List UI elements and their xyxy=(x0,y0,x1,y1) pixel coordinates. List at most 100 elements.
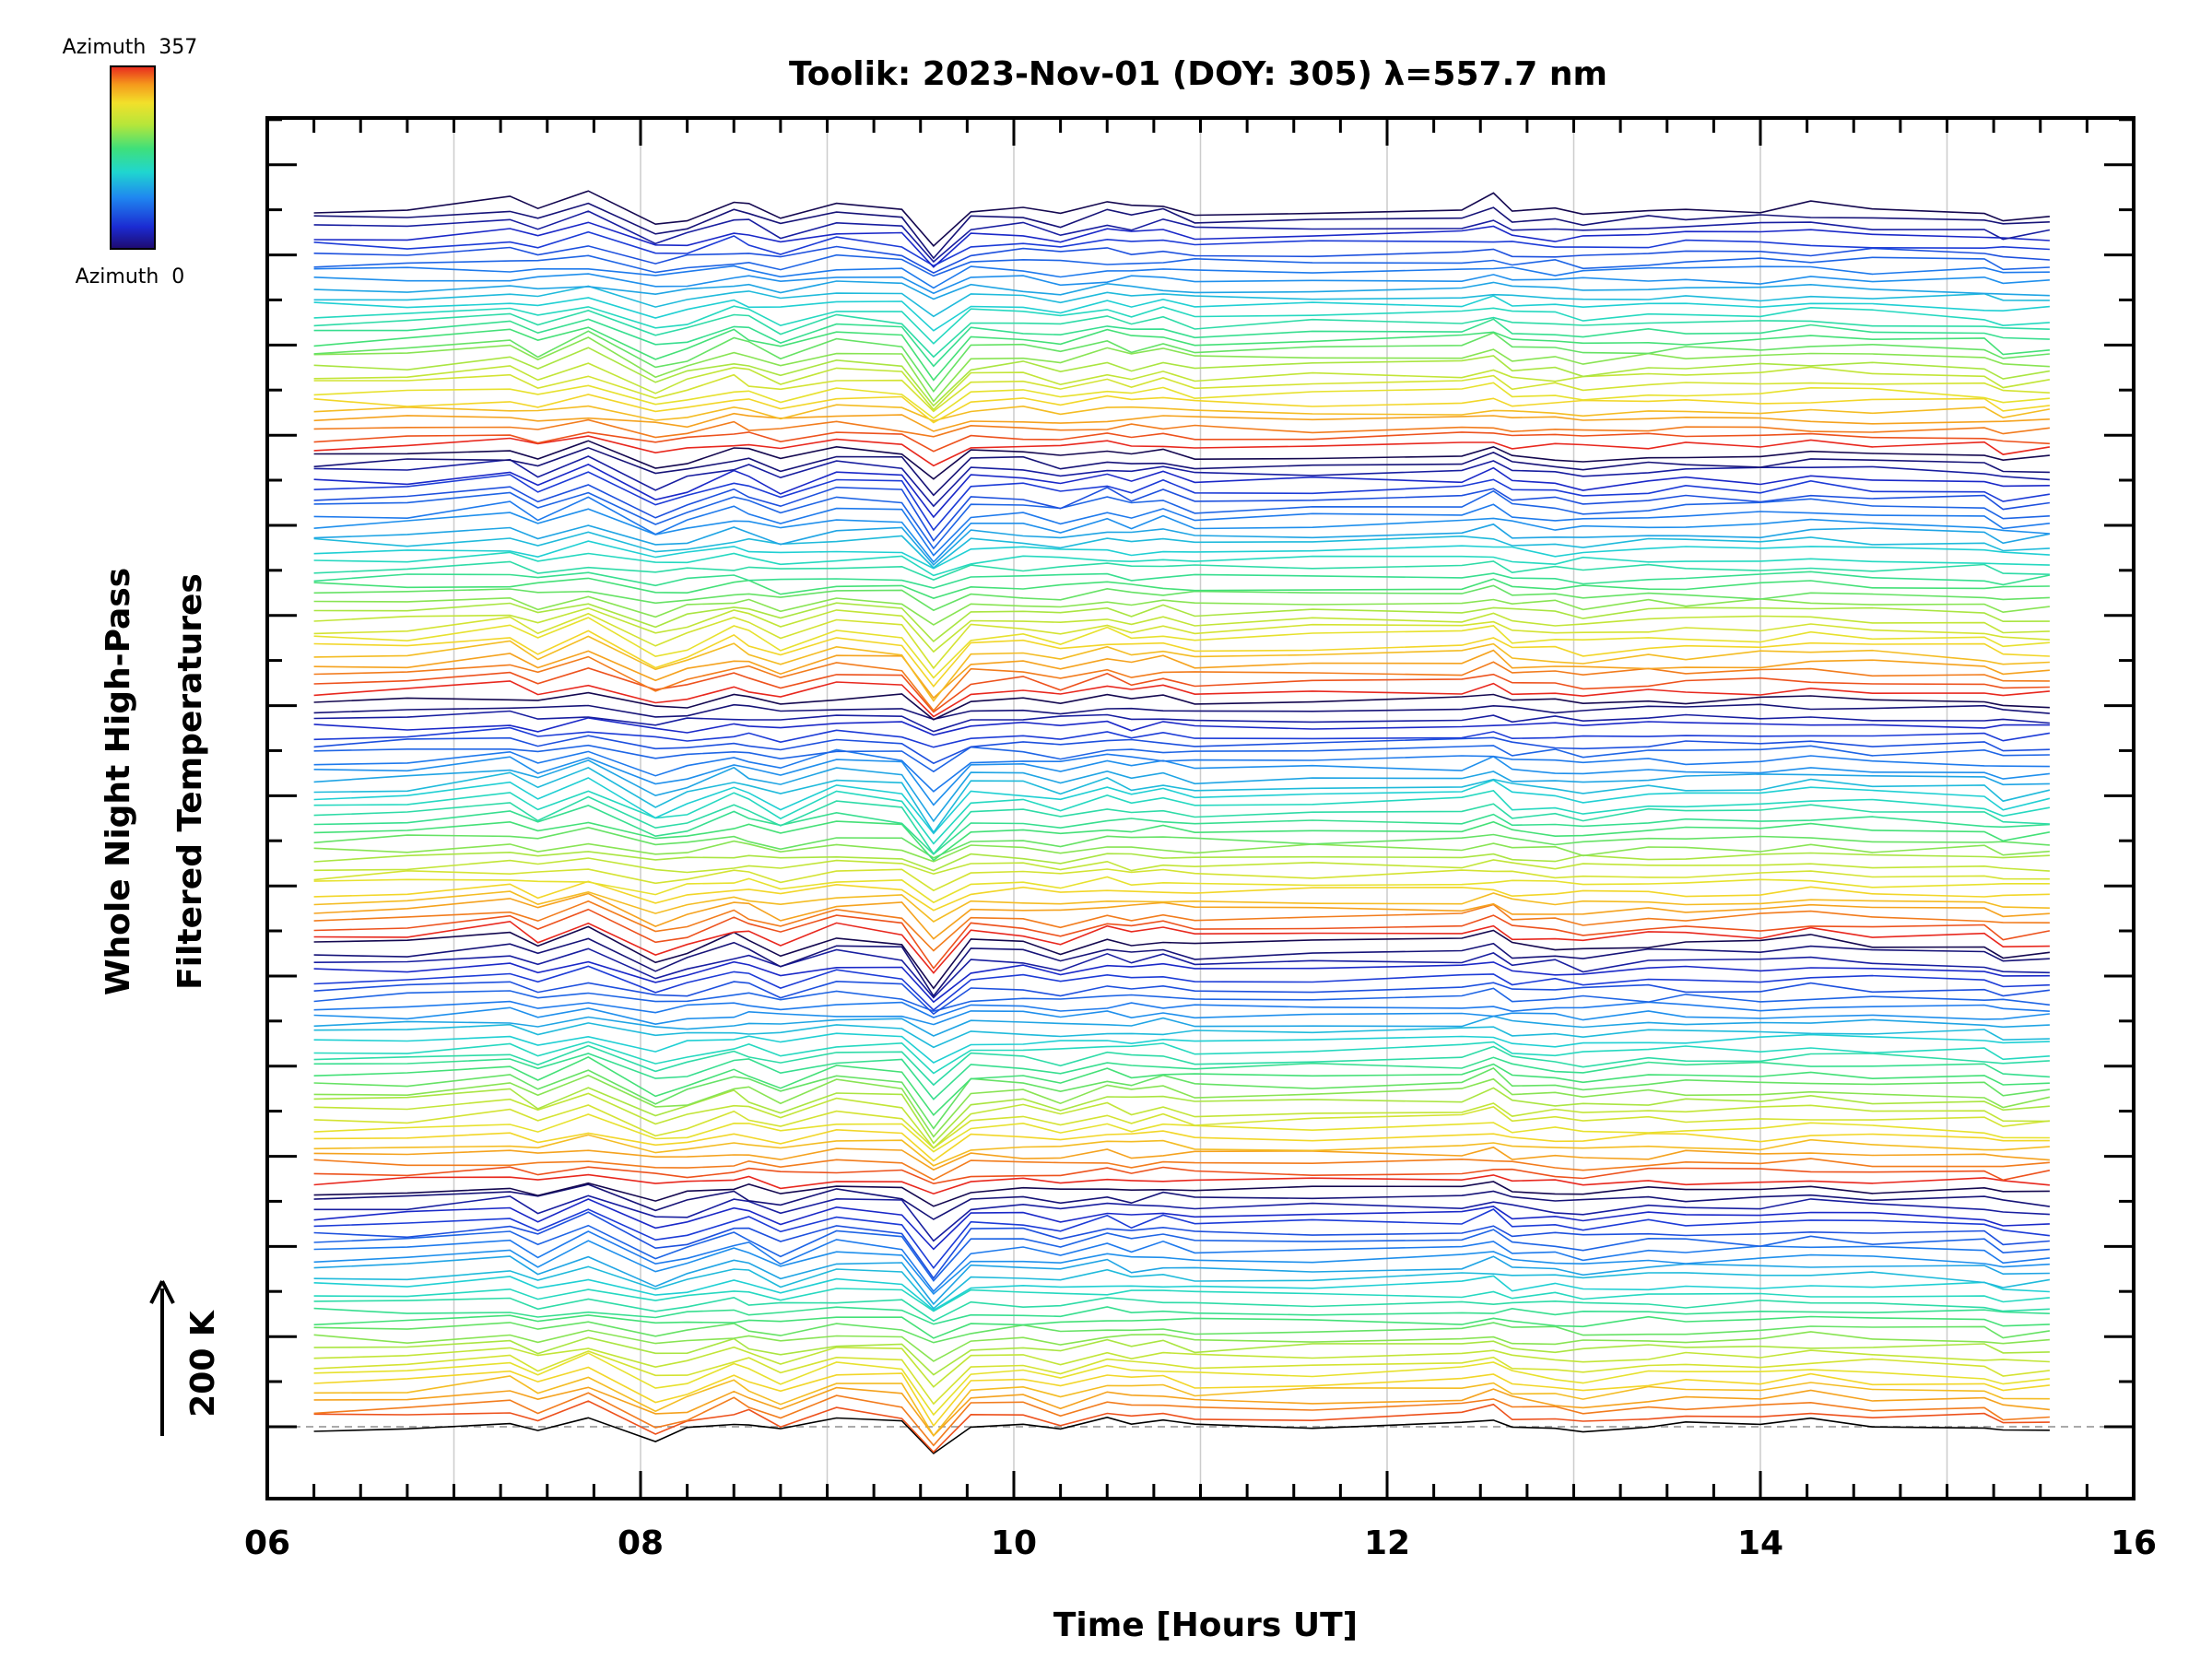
series-line xyxy=(313,920,2050,974)
series-line xyxy=(313,606,2050,653)
series-line xyxy=(313,1128,2050,1162)
series-line xyxy=(313,795,2050,855)
series-line xyxy=(313,937,2050,997)
series-line xyxy=(313,1288,2050,1312)
series-line xyxy=(313,1275,2050,1312)
series-line xyxy=(313,1211,2050,1280)
series-line xyxy=(313,1336,2050,1376)
series-line xyxy=(313,691,2050,721)
series-line xyxy=(313,868,2050,892)
series-line xyxy=(313,1386,2050,1437)
series-line xyxy=(313,347,2051,407)
series-line xyxy=(313,1134,2050,1167)
series-line xyxy=(313,710,2050,733)
series-line xyxy=(313,571,2051,589)
scale-bar: 200 K xyxy=(149,1280,222,1436)
series-line xyxy=(313,735,2050,765)
series-line xyxy=(313,265,2050,289)
y-axis-label-line-2: Filtered Temperatures xyxy=(171,573,209,990)
series-line xyxy=(313,373,2050,413)
series-line xyxy=(313,790,2051,845)
series-line xyxy=(313,245,2050,274)
series-line xyxy=(313,1032,2050,1064)
series-line xyxy=(313,1321,2051,1344)
series-line xyxy=(313,560,2050,581)
series-line xyxy=(313,876,2050,904)
series-line xyxy=(313,382,2050,419)
series-line xyxy=(313,1146,2050,1171)
series-line xyxy=(313,280,2050,300)
series-line xyxy=(313,1183,2051,1220)
series-line xyxy=(313,880,2050,912)
series-line xyxy=(313,1113,2050,1153)
series-line xyxy=(313,1087,2050,1145)
series-line xyxy=(313,446,2050,497)
series-line xyxy=(313,1053,2050,1100)
series-line xyxy=(313,318,2050,368)
colorbar-bottom-label: Azimuth 0 xyxy=(76,265,185,288)
series-line xyxy=(313,455,2050,508)
series-line xyxy=(313,1173,2050,1195)
series-line xyxy=(313,295,2050,332)
series-line xyxy=(313,777,2051,835)
series-line xyxy=(313,336,2050,403)
series-line xyxy=(313,285,2050,318)
series-line xyxy=(313,273,2050,295)
axis-ticks xyxy=(265,118,2136,1499)
scale-bar-label: 200 K xyxy=(184,1310,222,1418)
series-line xyxy=(313,595,2050,626)
series-line xyxy=(313,489,2050,550)
series-line xyxy=(313,1392,2050,1447)
series-line xyxy=(313,1240,2050,1296)
colorbar-gradient xyxy=(110,65,156,250)
series-line xyxy=(313,305,2050,345)
series-line xyxy=(313,362,2051,411)
series-line xyxy=(313,431,2050,453)
series-line xyxy=(313,1255,2050,1306)
series-line xyxy=(313,1015,2050,1037)
series-line xyxy=(313,667,2050,713)
series-line xyxy=(313,1198,2050,1251)
series-line xyxy=(313,440,2050,480)
series-line xyxy=(313,1352,2050,1417)
y-axis-label-line-1: Whole Night High-Pass xyxy=(100,568,137,995)
series-line xyxy=(313,890,2050,923)
series-line xyxy=(313,857,2050,876)
series-line xyxy=(313,717,2050,736)
series-line xyxy=(313,826,2050,859)
series-line xyxy=(313,1044,2050,1087)
series-line xyxy=(313,310,2050,359)
series-line xyxy=(313,987,2050,1013)
series-line xyxy=(313,230,2050,267)
series-line xyxy=(313,190,2050,247)
series-line xyxy=(313,703,2050,721)
series-line xyxy=(313,551,2050,577)
series-line xyxy=(313,1400,2050,1453)
x-tick-label: 06 xyxy=(244,1524,290,1562)
series-line xyxy=(313,1314,2050,1339)
series-line xyxy=(313,612,2050,670)
series-line xyxy=(313,1416,2050,1455)
series-line xyxy=(313,1194,2050,1242)
series-line xyxy=(313,484,2051,542)
series-line xyxy=(313,326,2050,382)
series-line xyxy=(313,1055,2050,1117)
series-line xyxy=(313,1375,2050,1437)
series-line xyxy=(313,680,2050,718)
series-line xyxy=(313,1181,2050,1207)
series-line xyxy=(313,840,2050,863)
series-line xyxy=(313,851,2050,872)
series-line xyxy=(313,1006,2050,1026)
series-line xyxy=(313,755,2050,806)
series-line xyxy=(313,464,2050,519)
series-line xyxy=(313,925,2050,990)
series-line xyxy=(313,1230,2050,1293)
series-line xyxy=(313,531,2050,570)
series-line xyxy=(313,635,2050,702)
series-line xyxy=(313,330,2050,394)
colorbar: Azimuth 357 Azimuth 0 xyxy=(63,36,198,288)
series-line xyxy=(313,908,2051,970)
series-line xyxy=(313,892,2050,940)
series-line xyxy=(313,1329,2050,1362)
